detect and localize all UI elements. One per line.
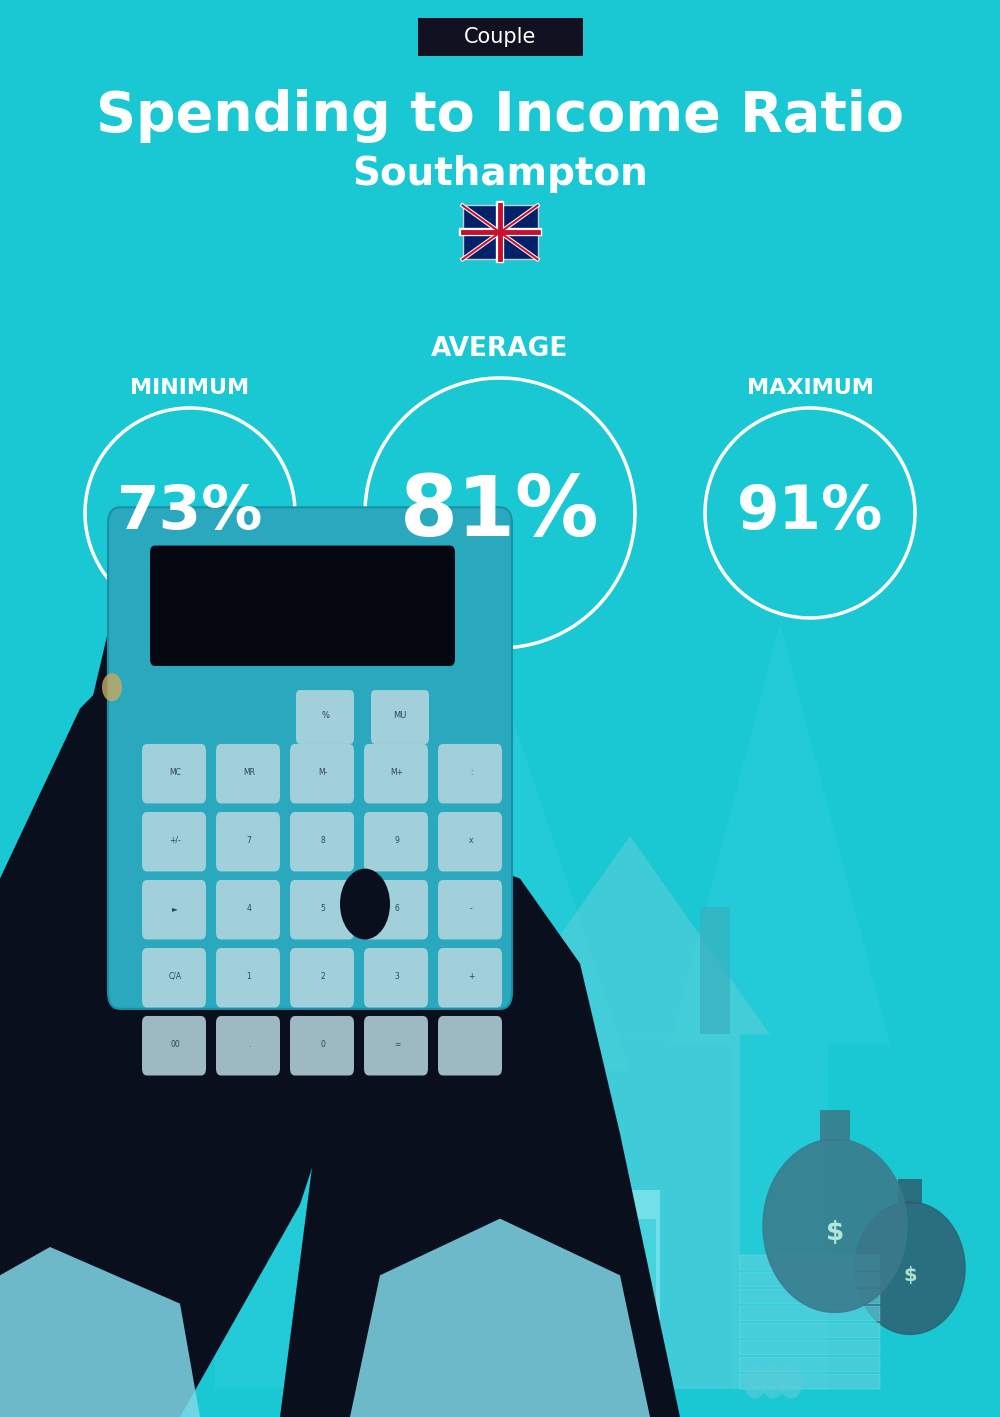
FancyBboxPatch shape [216,880,280,939]
Text: 2: 2 [321,972,325,981]
Text: 81%: 81% [400,472,600,554]
Text: 5: 5 [321,904,325,913]
FancyBboxPatch shape [740,1289,880,1304]
FancyBboxPatch shape [142,948,206,1007]
Text: %: % [321,711,329,720]
Text: 3: 3 [395,972,399,981]
FancyBboxPatch shape [820,1110,850,1141]
Text: $: $ [903,1265,917,1285]
Text: 91%: 91% [737,483,883,543]
Text: $: $ [826,1220,844,1246]
FancyBboxPatch shape [438,948,502,1007]
FancyBboxPatch shape [296,690,354,744]
Text: 6: 6 [395,904,399,913]
Text: +/-: +/- [169,836,181,845]
FancyBboxPatch shape [142,812,206,871]
Text: +: + [468,972,474,981]
Polygon shape [670,623,890,1389]
FancyBboxPatch shape [216,1016,280,1076]
FancyBboxPatch shape [108,507,512,1009]
FancyBboxPatch shape [364,812,428,871]
Polygon shape [0,1247,200,1417]
FancyBboxPatch shape [462,205,538,259]
FancyBboxPatch shape [290,948,354,1007]
Text: M-: M- [318,768,328,777]
Text: -: - [470,904,472,913]
Text: 7: 7 [247,836,251,845]
FancyBboxPatch shape [364,948,428,1007]
FancyBboxPatch shape [898,1179,922,1204]
FancyBboxPatch shape [364,1016,428,1076]
Polygon shape [0,638,370,1417]
FancyBboxPatch shape [438,744,502,803]
Polygon shape [855,1202,965,1335]
Text: MU: MU [393,711,407,720]
FancyBboxPatch shape [142,1016,206,1076]
FancyBboxPatch shape [364,880,428,939]
FancyBboxPatch shape [438,1016,502,1076]
FancyBboxPatch shape [364,744,428,803]
Text: .: . [248,1040,250,1049]
Circle shape [743,1365,767,1399]
FancyBboxPatch shape [740,1374,880,1389]
Text: MR: MR [243,768,255,777]
FancyBboxPatch shape [216,812,280,871]
Text: 0: 0 [321,1040,325,1049]
Text: 1: 1 [247,972,251,981]
FancyBboxPatch shape [598,1219,624,1304]
Circle shape [102,673,122,701]
FancyBboxPatch shape [150,546,455,666]
Text: Couple: Couple [464,27,536,47]
Text: :: : [470,768,472,777]
FancyBboxPatch shape [290,744,354,803]
Text: ►: ► [172,904,178,913]
Text: 8: 8 [321,836,325,845]
Text: 4: 4 [247,904,251,913]
FancyBboxPatch shape [740,1272,880,1287]
FancyBboxPatch shape [290,1016,354,1076]
FancyBboxPatch shape [595,1190,660,1389]
Text: Southampton: Southampton [352,156,648,193]
Polygon shape [370,680,630,1389]
FancyBboxPatch shape [290,880,354,939]
Text: 9: 9 [395,836,399,845]
Polygon shape [763,1139,907,1312]
Text: MC: MC [169,768,181,777]
FancyBboxPatch shape [740,1357,880,1372]
FancyBboxPatch shape [740,1306,880,1321]
FancyBboxPatch shape [290,812,354,871]
Text: =: = [394,1040,400,1049]
Polygon shape [520,1034,740,1389]
Text: x: x [469,836,473,845]
Polygon shape [350,1219,650,1417]
Text: 73%: 73% [117,483,263,543]
FancyBboxPatch shape [216,744,280,803]
FancyBboxPatch shape [142,880,206,939]
Polygon shape [700,907,730,1034]
FancyBboxPatch shape [630,1219,656,1304]
Text: C/A: C/A [168,972,182,981]
Circle shape [779,1365,803,1399]
Text: AVERAGE: AVERAGE [431,336,569,361]
Circle shape [761,1365,785,1399]
FancyBboxPatch shape [216,948,280,1007]
FancyBboxPatch shape [371,690,429,744]
Text: 00: 00 [170,1040,180,1049]
Circle shape [340,869,390,939]
Text: M+: M+ [390,768,403,777]
FancyBboxPatch shape [438,812,502,871]
FancyBboxPatch shape [740,1255,880,1270]
Text: MINIMUM: MINIMUM [130,378,250,398]
FancyBboxPatch shape [740,1340,880,1355]
Text: Spending to Income Ratio: Spending to Income Ratio [96,89,904,143]
Polygon shape [490,836,770,1034]
Polygon shape [90,623,150,794]
Text: MAXIMUM: MAXIMUM [747,378,873,398]
FancyBboxPatch shape [418,17,582,55]
FancyBboxPatch shape [142,744,206,803]
FancyBboxPatch shape [438,880,502,939]
Polygon shape [140,708,400,1389]
FancyBboxPatch shape [740,1323,880,1338]
Polygon shape [280,850,680,1417]
